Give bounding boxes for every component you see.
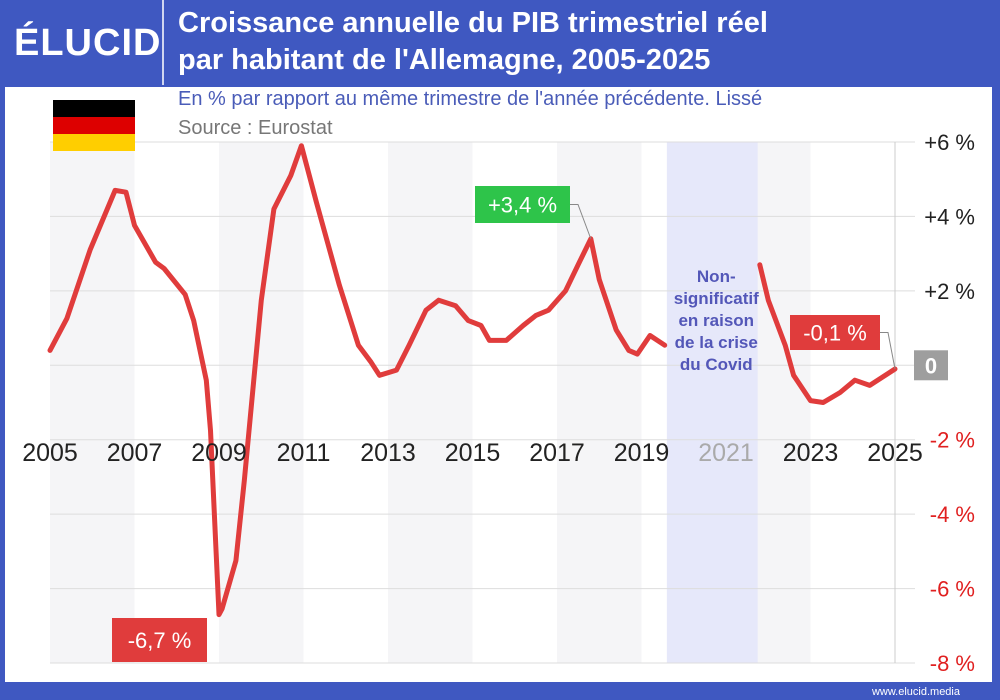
y-tick-label: 0 xyxy=(925,353,937,378)
data-line xyxy=(757,262,898,405)
covid-note: du Covid xyxy=(680,355,753,374)
covid-note: de la crise xyxy=(675,333,758,352)
x-tick-label: 2005 xyxy=(22,439,78,467)
chart-title: Croissance annuelle du PIB trimestriel r… xyxy=(178,5,768,79)
x-tick-label: 2021 xyxy=(698,439,754,467)
background-band xyxy=(388,142,473,663)
annotation-connector xyxy=(880,332,896,370)
x-tick-label: 2011 xyxy=(277,439,331,467)
y-tick-label: -8 % xyxy=(930,651,975,676)
background-band xyxy=(557,142,642,663)
data-line xyxy=(47,143,668,618)
y-tick-label: +4 % xyxy=(924,204,975,229)
chart-source: Source : Eurostat xyxy=(178,117,333,139)
zero-label-box xyxy=(914,350,948,381)
flag-stripe xyxy=(53,117,135,134)
x-tick-label: 2023 xyxy=(783,439,839,467)
covid-note: Non- xyxy=(697,267,736,286)
annotation-box xyxy=(475,186,570,223)
x-tick-label: 2009 xyxy=(191,439,247,467)
y-tick-label: -6 % xyxy=(930,577,975,602)
annotation-connector xyxy=(570,204,592,239)
y-tick-label: +2 % xyxy=(924,279,975,304)
germany-flag-icon xyxy=(53,100,135,151)
x-tick-label: 2025 xyxy=(867,439,923,467)
covid-note: en raison xyxy=(678,311,754,330)
annotation-label: +3,4 % xyxy=(488,193,557,218)
footer-url[interactable]: www.elucid.media xyxy=(871,686,960,698)
annotation-box xyxy=(790,315,880,350)
annotation-box xyxy=(112,618,207,662)
header-separator xyxy=(162,0,164,85)
covid-note: significatif xyxy=(674,289,759,308)
y-tick-label: -2 % xyxy=(930,428,975,453)
elucid-logo: ÉLUCID xyxy=(14,22,162,64)
background-band xyxy=(219,142,304,663)
title-line-2: par habitant de l'Allemagne, 2005-2025 xyxy=(178,44,711,76)
background-band xyxy=(50,142,135,663)
flag-stripe xyxy=(53,100,135,117)
x-tick-label: 2007 xyxy=(107,439,163,467)
annotation-label: -0,1 % xyxy=(803,321,867,346)
x-tick-label: 2019 xyxy=(614,439,670,467)
annotation-label: -6,7 % xyxy=(128,628,192,653)
x-tick-label: 2015 xyxy=(445,439,501,467)
covid-band xyxy=(666,142,758,663)
x-tick-label: 2013 xyxy=(360,439,416,467)
y-tick-label: -4 % xyxy=(930,502,975,527)
x-tick-label: 2017 xyxy=(529,439,585,467)
chart-subtitle: En % par rapport au même trimestre de l'… xyxy=(178,88,763,110)
y-tick-label: +6 % xyxy=(924,130,975,155)
title-line-1: Croissance annuelle du PIB trimestriel r… xyxy=(178,7,768,39)
flag-stripe xyxy=(53,134,135,151)
